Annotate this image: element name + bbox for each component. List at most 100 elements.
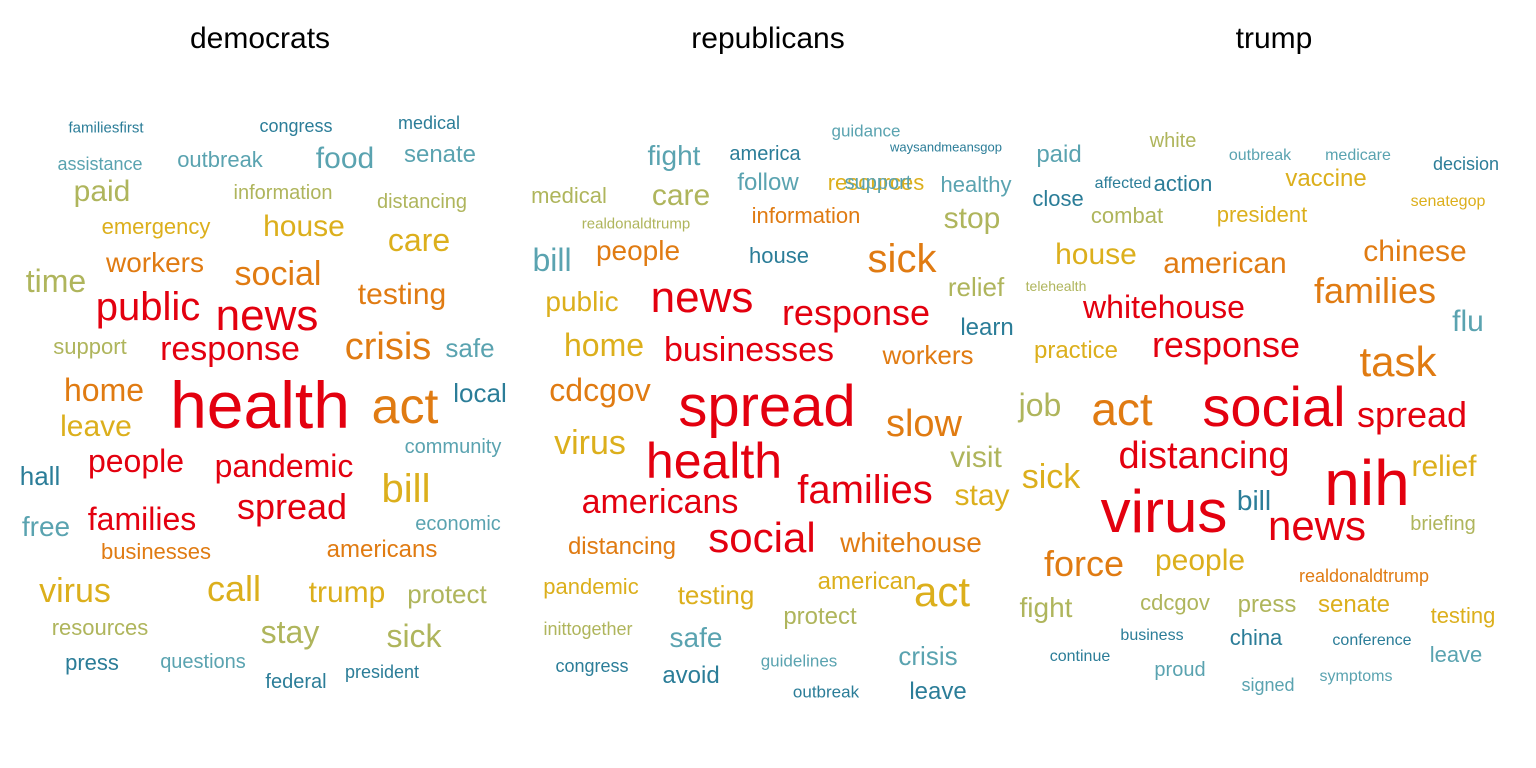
word-job: job — [1018, 387, 1062, 423]
word-conference: conference — [1332, 632, 1412, 649]
word-hall: hall — [19, 461, 61, 491]
word-familiesfirst: familiesfirst — [68, 119, 144, 137]
word-families: families — [1313, 270, 1437, 311]
word-guidance: guidance — [831, 121, 901, 141]
word-time: time — [25, 263, 87, 299]
word-house: house — [1055, 238, 1137, 271]
word-americans: americans — [581, 483, 739, 521]
panel-title: democrats — [189, 22, 331, 55]
word-senate: senate — [403, 141, 477, 168]
word-avoid: avoid — [662, 662, 720, 689]
word-president: president — [344, 662, 420, 682]
word-learn: learn — [960, 314, 1014, 341]
word-protect: protect — [407, 579, 487, 609]
word-people: people — [87, 443, 185, 479]
word-chinese: chinese — [1363, 235, 1467, 268]
word-nih: nih — [1324, 447, 1410, 519]
word-care: care — [387, 222, 451, 258]
word-stay: stay — [260, 614, 320, 650]
word-emergency: emergency — [101, 214, 211, 239]
word-trump: trump — [308, 576, 386, 609]
word-american: american — [817, 568, 917, 595]
word-press: press — [1237, 591, 1297, 618]
word-leave: leave — [909, 678, 967, 705]
word-flu: flu — [1452, 305, 1484, 338]
word-pandemic: pandemic — [543, 574, 639, 599]
word-president: president — [1216, 202, 1308, 227]
word-act: act — [913, 568, 971, 615]
wordcloud-democrats: health news act public crisis bill response spr… — [0, 0, 520, 768]
word-healthy: healthy — [940, 172, 1012, 197]
word-sick: sick — [1021, 458, 1081, 496]
word-free: free — [21, 511, 71, 542]
word-community: community — [404, 436, 502, 458]
word-america: america — [729, 143, 801, 165]
word-leave: leave — [1429, 642, 1483, 667]
word-medicare: medicare — [1325, 147, 1391, 164]
word-house: house — [749, 243, 809, 268]
word-crisis: crisis — [898, 641, 958, 671]
word-assistance: assistance — [57, 154, 143, 174]
word-spread: spread — [236, 486, 348, 527]
word-news: news — [650, 273, 754, 322]
word-symptoms: symptoms — [1319, 668, 1393, 685]
word-crisis: crisis — [344, 326, 432, 368]
word-china: china — [1229, 625, 1283, 650]
word-outbreak: outbreak — [792, 682, 860, 702]
word-distancing: distancing — [1118, 435, 1290, 477]
word-inittogether: inittogether — [543, 619, 633, 639]
word-news: news — [1267, 502, 1367, 549]
word-spread: spread — [1356, 394, 1468, 435]
word-practice: practice — [1033, 337, 1119, 364]
word-close: close — [1032, 186, 1084, 211]
word-follow: follow — [737, 169, 799, 196]
word-questions: questions — [160, 651, 246, 673]
word-house: house — [263, 210, 345, 243]
word-force: force — [1043, 543, 1125, 584]
word-act: act — [1091, 383, 1153, 435]
word-action: action — [1153, 171, 1213, 196]
word-distancing: distancing — [376, 191, 468, 213]
word-cdcgov: cdcgov — [549, 372, 651, 408]
word-response: response — [1151, 324, 1301, 365]
word-telehealth: telehealth — [1025, 278, 1087, 294]
word-bill: bill — [381, 467, 431, 511]
word-sick: sick — [386, 618, 442, 654]
word-social: social — [1202, 375, 1346, 438]
word-public: public — [95, 285, 201, 329]
word-decision: decision — [1432, 154, 1500, 174]
word-response: response — [781, 292, 931, 333]
word-economic: economic — [415, 513, 501, 535]
word-senategop: senategop — [1410, 193, 1486, 210]
word-realdonaldtrump: realdonaldtrump — [581, 215, 691, 233]
word-local: local — [453, 378, 507, 408]
word-press: press — [65, 650, 119, 675]
wordcloud-republicans: spread health news families social act sick slo… — [512, 0, 1024, 768]
word-response: response — [160, 330, 300, 368]
word-food: food — [315, 142, 375, 175]
word-whitehouse: whitehouse — [1083, 289, 1245, 325]
word-continue: continue — [1049, 648, 1111, 665]
word-spread: spread — [678, 374, 856, 439]
word-americans: americans — [326, 536, 438, 563]
word-guidelines: guidelines — [760, 651, 838, 671]
word-pandemic: pandemic — [214, 448, 354, 484]
word-whitehouse: whitehouse — [840, 527, 982, 558]
word-slow: slow — [885, 403, 963, 445]
word-sick: sick — [867, 237, 937, 281]
word-home: home — [63, 372, 145, 408]
word-vaccine: vaccine — [1285, 165, 1367, 192]
word-briefing: briefing — [1410, 513, 1476, 535]
word-protect: protect — [783, 603, 857, 630]
word-medical: medical — [397, 113, 461, 133]
word-workers: workers — [105, 247, 205, 278]
word-news: news — [215, 291, 319, 340]
word-task: task — [1359, 338, 1437, 385]
word-people: people — [1154, 544, 1246, 577]
word-families: families — [87, 501, 197, 537]
word-american: american — [1163, 247, 1287, 280]
word-social: social — [708, 514, 816, 561]
word-stay: stay — [954, 479, 1010, 512]
wordcloud-panel-republicans: republicans spread health news families soci… — [512, 0, 1024, 768]
word-virus: virus — [1100, 478, 1228, 545]
